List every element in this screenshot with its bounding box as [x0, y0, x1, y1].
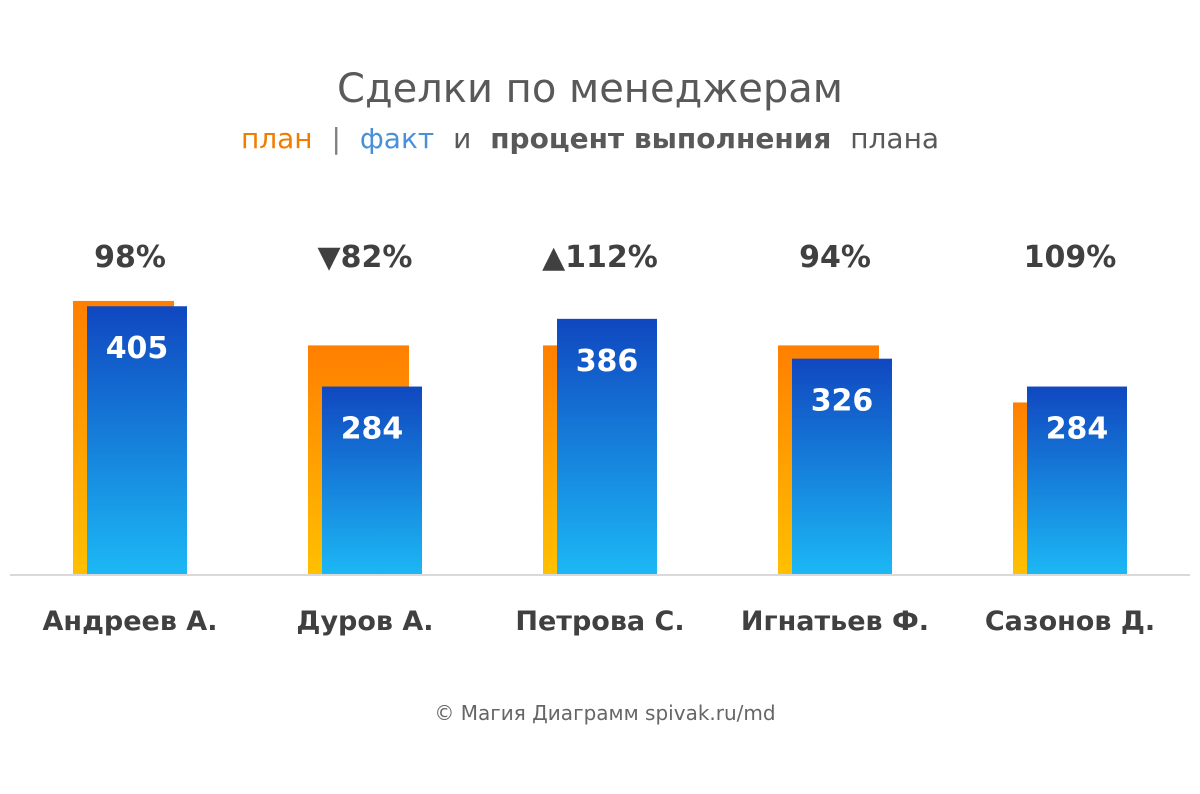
subtitle-and: и — [453, 122, 471, 155]
chart-subtitle: план | факт и процент выполнения плана — [241, 122, 939, 155]
percent-label: 109% — [1024, 240, 1117, 275]
fact-value-label: 386 — [576, 344, 639, 379]
category-label: Андреев А. — [43, 606, 218, 637]
subtitle-separator: | — [332, 122, 341, 155]
percent-label: ▼82% — [318, 240, 413, 275]
category-label: Дуров А. — [296, 606, 433, 637]
credit-text: © Магия Диаграмм spivak.ru/md — [434, 701, 775, 725]
fact-bar — [792, 358, 892, 575]
category-label: Сазонов Д. — [985, 606, 1155, 637]
fact-value-label: 405 — [106, 331, 169, 366]
chart-title: Сделки по менеджерам — [337, 66, 843, 112]
fact-value-label: 326 — [811, 384, 874, 419]
subtitle-plan: план — [241, 122, 313, 155]
percent-label: 98% — [94, 240, 166, 275]
fact-bar — [557, 318, 657, 575]
fact-value-label: 284 — [1046, 412, 1109, 447]
fact-bar — [322, 386, 422, 575]
category-label: Игнатьев Ф. — [741, 606, 929, 637]
subtitle-percent: процент выполнения — [490, 122, 831, 155]
subtitle-tail: плана — [850, 122, 939, 155]
percent-label: ▲112% — [542, 240, 658, 275]
fact-bar — [87, 306, 187, 575]
percent-label: 94% — [799, 240, 871, 275]
subtitle-fact: факт — [360, 122, 434, 155]
bars-group: 405 98% Андреев А. 284 ▼82% Дуров А. 386 ▲112% П… — [43, 240, 1156, 637]
category-label: Петрова С. — [515, 606, 684, 637]
fact-bar — [1027, 386, 1127, 575]
fact-value-label: 284 — [341, 412, 404, 447]
